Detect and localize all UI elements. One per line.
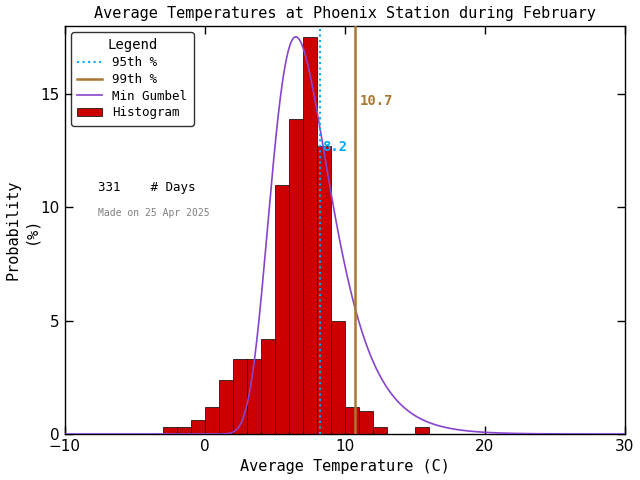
Bar: [415, 427, 429, 434]
Bar: [289, 119, 303, 434]
Bar: [275, 185, 289, 434]
Bar: [372, 427, 387, 434]
X-axis label: Average Temperature (C): Average Temperature (C): [240, 459, 450, 474]
Bar: [359, 411, 372, 434]
Bar: [303, 37, 317, 434]
Bar: [219, 380, 233, 434]
Text: 8.2: 8.2: [322, 140, 347, 154]
Text: 10.7: 10.7: [360, 94, 393, 108]
Y-axis label: Probability
(%): Probability (%): [6, 180, 38, 280]
Bar: [191, 420, 205, 434]
Bar: [345, 407, 359, 434]
Bar: [331, 321, 345, 434]
Text: 331    # Days: 331 # Days: [99, 181, 196, 194]
Bar: [163, 427, 177, 434]
Text: Made on 25 Apr 2025: Made on 25 Apr 2025: [99, 208, 210, 217]
Bar: [233, 359, 247, 434]
Bar: [317, 146, 331, 434]
Bar: [205, 407, 219, 434]
Bar: [261, 339, 275, 434]
Bar: [247, 359, 261, 434]
Bar: [177, 427, 191, 434]
Legend: 95th %, 99th %, Min Gumbel, Histogram: 95th %, 99th %, Min Gumbel, Histogram: [71, 32, 193, 126]
Title: Average Temperatures at Phoenix Station during February: Average Temperatures at Phoenix Station …: [94, 6, 596, 21]
